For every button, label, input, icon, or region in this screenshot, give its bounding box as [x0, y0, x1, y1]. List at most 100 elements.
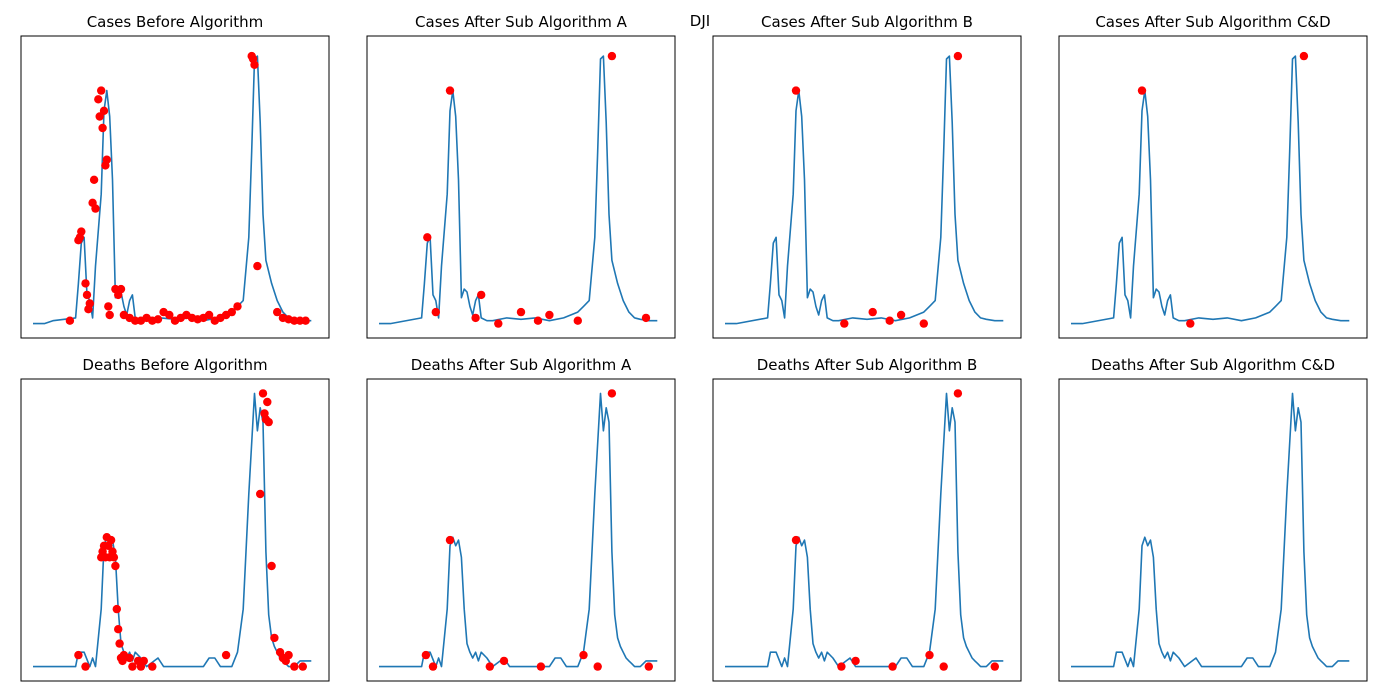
- peak-marker: [1299, 51, 1309, 61]
- peak-marker: [885, 316, 894, 325]
- subplot-2: Cases After Sub Algorithm A: [366, 13, 676, 339]
- axes-frame: [20, 378, 330, 682]
- peak-marker: [641, 313, 651, 323]
- peak-marker: [102, 155, 112, 164]
- peak-marker: [868, 307, 877, 317]
- peak-marker: [264, 417, 273, 427]
- peak-marker: [128, 662, 137, 671]
- peak-marker: [431, 307, 440, 317]
- subplot-title: Cases Before Algorithm: [87, 13, 264, 31]
- peak-marker: [114, 625, 123, 634]
- peak-marker: [111, 561, 120, 571]
- peak-marker: [471, 313, 480, 323]
- peak-marker: [91, 204, 100, 213]
- peak-marker: [82, 290, 92, 300]
- subplot-title: Deaths After Sub Algorithm B: [757, 356, 978, 374]
- peak-marker: [445, 86, 455, 95]
- plot-area: [1071, 51, 1350, 328]
- axes-frame: [20, 35, 330, 339]
- peak-marker: [105, 310, 114, 320]
- peak-marker: [95, 112, 104, 121]
- peak-marker: [990, 662, 999, 671]
- axes-frame: [1058, 378, 1368, 682]
- peak-marker: [253, 261, 262, 271]
- peak-marker: [115, 639, 124, 648]
- peak-marker: [791, 86, 801, 95]
- axes-frame: [1058, 35, 1368, 339]
- subplot-title: Cases After Sub Algorithm B: [761, 13, 973, 31]
- subplot-5: Deaths Before Algorithm: [20, 356, 330, 682]
- plot-area: [725, 51, 1004, 328]
- peak-marker: [81, 279, 90, 288]
- peak-marker: [545, 310, 554, 320]
- series-line: [1071, 392, 1350, 668]
- series-line: [1071, 55, 1350, 325]
- peak-marker: [607, 389, 617, 398]
- subplot-4: Cases After Sub Algorithm C&D: [1058, 13, 1368, 339]
- axes-frame: [366, 378, 676, 682]
- subplot-6: Deaths After Sub Algorithm A: [366, 356, 676, 682]
- peak-marker: [74, 650, 83, 660]
- peak-marker: [925, 650, 934, 660]
- peak-marker: [284, 650, 293, 660]
- peak-marker: [896, 310, 906, 320]
- subplot-title: Deaths Before Algorithm: [82, 356, 267, 374]
- peak-marker: [139, 656, 148, 666]
- peak-marker: [267, 561, 276, 571]
- subplot-8: Deaths After Sub Algorithm C&D: [1058, 356, 1368, 682]
- peak-marker: [77, 227, 86, 236]
- peak-marker: [221, 650, 231, 660]
- peak-marker: [263, 397, 272, 407]
- peak-marker: [516, 307, 526, 317]
- plot-area: [725, 389, 1004, 671]
- peak-marker: [85, 299, 95, 308]
- peak-marker: [65, 316, 75, 325]
- peak-marker: [919, 319, 928, 328]
- peak-marker: [851, 656, 860, 666]
- peak-marker: [81, 662, 90, 671]
- peak-marker: [888, 662, 897, 671]
- plot-area: [33, 51, 312, 325]
- peak-marker: [233, 302, 242, 311]
- subplot-title: Deaths After Sub Algorithm A: [411, 356, 632, 374]
- plot-area: [379, 51, 658, 328]
- peak-markers: [423, 51, 651, 328]
- peak-marker: [204, 310, 214, 320]
- peak-marker: [227, 307, 236, 317]
- peak-marker: [593, 662, 602, 671]
- series-line: [379, 392, 658, 668]
- peak-marker: [791, 535, 801, 545]
- series-line: [379, 55, 658, 325]
- peak-marker: [109, 553, 119, 562]
- peak-marker: [939, 662, 948, 671]
- peak-marker: [953, 51, 963, 61]
- peak-markers: [1137, 51, 1309, 328]
- axes-frame: [712, 378, 1022, 682]
- peak-marker: [1186, 319, 1195, 328]
- peak-marker: [125, 653, 134, 663]
- peak-marker: [607, 51, 617, 61]
- subplot-grid: Cases Before Algorithm Cases After Sub Al…: [20, 13, 1368, 682]
- plot-area: [33, 389, 312, 671]
- peak-marker: [579, 650, 588, 660]
- peak-marker: [494, 319, 503, 328]
- subplot-title: Cases After Sub Algorithm A: [415, 13, 628, 31]
- peak-markers: [791, 51, 963, 328]
- peak-marker: [250, 60, 259, 69]
- peak-marker: [273, 307, 282, 317]
- peak-marker: [99, 106, 109, 116]
- peak-marker: [428, 662, 438, 671]
- peak-marker: [499, 656, 509, 666]
- subplot-7: Deaths After Sub Algorithm B: [712, 356, 1022, 682]
- peak-marker: [89, 175, 99, 184]
- peak-markers: [791, 389, 999, 671]
- peak-marker: [97, 86, 106, 95]
- peak-marker: [290, 662, 299, 671]
- peak-marker: [270, 633, 279, 643]
- peak-markers: [421, 389, 653, 671]
- subplot-1: Cases Before Algorithm: [20, 13, 330, 339]
- peak-marker: [837, 662, 846, 671]
- peak-markers: [74, 389, 307, 671]
- peak-marker: [98, 123, 107, 133]
